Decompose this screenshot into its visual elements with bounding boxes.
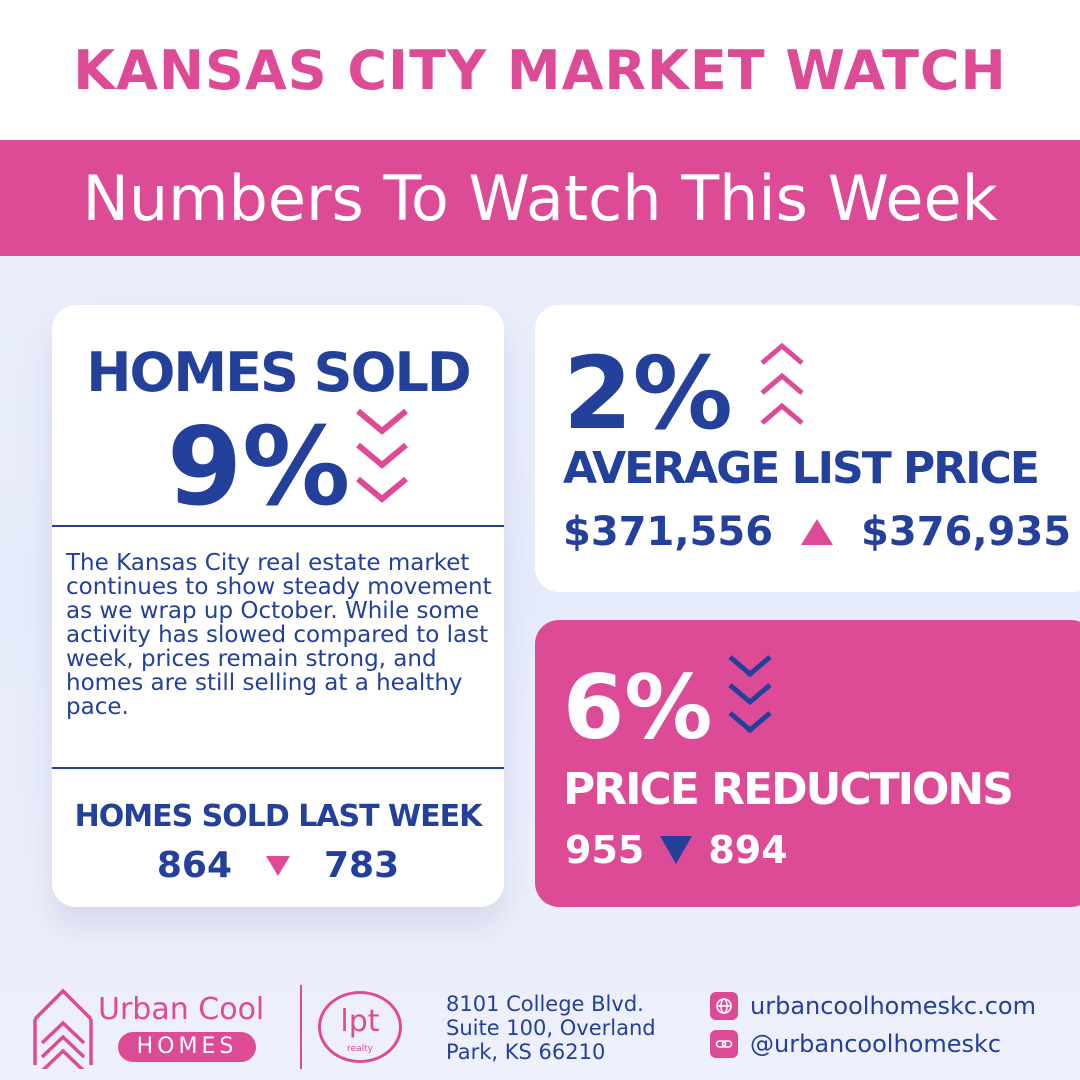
title-bar: KANSAS CITY MARKET WATCH: [0, 0, 1080, 140]
divider: [52, 525, 504, 527]
price-reductions-comparison: 955 894: [565, 828, 788, 872]
office-address: 8101 College Blvd. Suite 100, Overland P…: [446, 992, 696, 1064]
average-list-price-previous: $371,556: [563, 509, 774, 555]
market-summary-text: The Kansas City real estate market conti…: [66, 550, 492, 720]
lpt-logo-text: lpt: [340, 1004, 380, 1039]
price-reductions-current: 894: [708, 828, 788, 872]
homes-sold-percent: 9%: [167, 405, 351, 530]
address-line: Suite 100, Overland: [446, 1016, 656, 1040]
average-list-price-percent: 2%: [563, 335, 733, 452]
page-title: KANSAS CITY MARKET WATCH: [73, 38, 1007, 102]
website-link[interactable]: urbancoolhomeskc.com: [750, 992, 1036, 1020]
average-list-price-comparison: $371,556 $376,935: [563, 509, 1071, 555]
down-triangle-icon: [660, 836, 693, 864]
lpt-logo-subtext: realty: [347, 1044, 373, 1054]
price-reductions-card: 6% PRICE REDUCTIONS 955 894: [535, 620, 1080, 907]
urban-cool-homes-logo-icon: [33, 988, 93, 1069]
website-contact[interactable]: urbancoolhomeskc.com: [710, 992, 1036, 1020]
logo-divider: [300, 985, 302, 1069]
price-reductions-percent: 6%: [563, 656, 713, 759]
page-subtitle: Numbers To Watch This Week: [82, 161, 998, 235]
homes-sold-current: 783: [324, 845, 400, 886]
average-list-price-card: 2% AVERAGE LIST PRICE $371,556 $376,935: [535, 305, 1080, 592]
triple-chevron-down-icon: [728, 655, 772, 734]
divider: [52, 767, 504, 769]
brand-name: Urban Cool: [98, 992, 265, 1027]
address-line: Park, KS 66210: [446, 1040, 606, 1064]
triple-chevron-up-icon: [760, 342, 804, 425]
address-line: 8101 College Blvd.: [446, 992, 644, 1016]
homes-sold-card: HOMES SOLD 9% The Kansas City real estat…: [52, 305, 504, 907]
homes-sold-comparison: 864 783: [52, 845, 504, 886]
social-contact[interactable]: @urbancoolhomeskc: [710, 1030, 1001, 1058]
down-triangle-icon: [266, 855, 290, 876]
price-reductions-previous: 955: [565, 828, 645, 872]
homes-sold-heading: HOMES SOLD: [86, 341, 471, 404]
social-handle[interactable]: @urbancoolhomeskc: [750, 1030, 1002, 1058]
price-reductions-label: PRICE REDUCTIONS: [563, 764, 1014, 815]
brand-name-homes: HOMES: [118, 1032, 256, 1062]
triple-chevron-down-icon: [356, 408, 408, 503]
average-list-price-label: AVERAGE LIST PRICE: [563, 443, 1040, 494]
homes-sold-previous: 864: [156, 845, 232, 886]
average-list-price-current: $376,935: [861, 509, 1072, 555]
globe-icon: [710, 992, 738, 1020]
up-triangle-icon: [801, 519, 834, 545]
lpt-realty-logo: lpt realty: [318, 991, 402, 1063]
link-icon: [710, 1030, 738, 1058]
subtitle-bar: Numbers To Watch This Week: [0, 140, 1080, 256]
homes-sold-last-week-label: HOMES SOLD LAST WEEK: [74, 799, 483, 834]
